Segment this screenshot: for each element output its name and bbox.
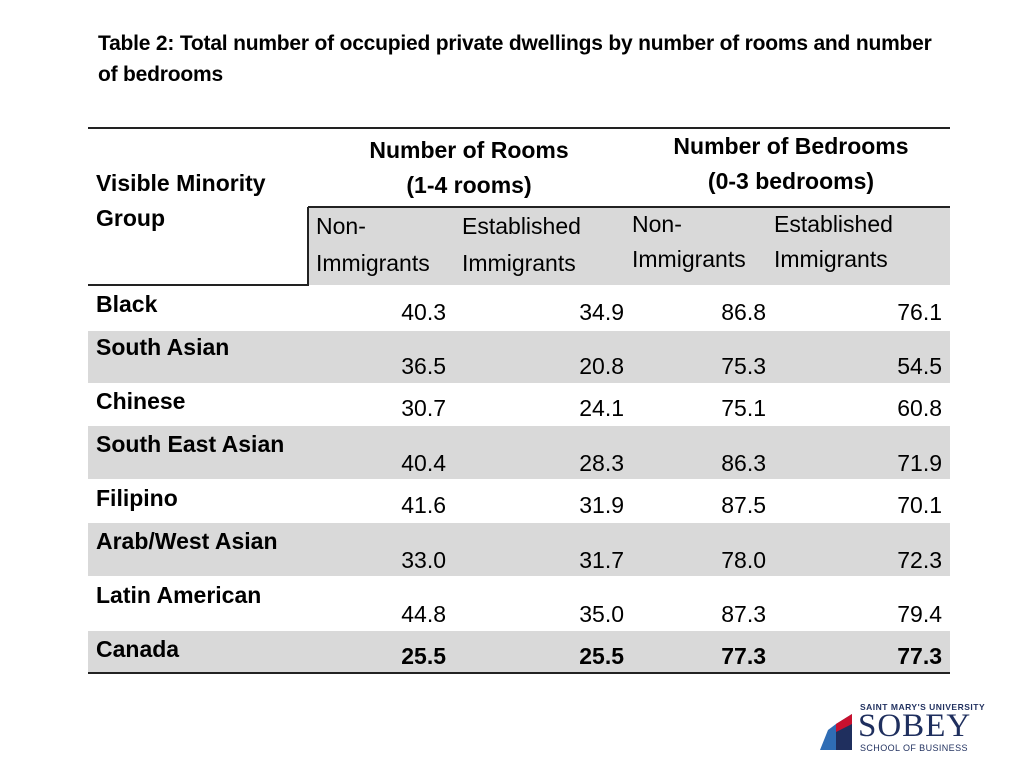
cell-value: 72.3 — [897, 547, 942, 573]
group-header-line2: Group — [96, 205, 165, 231]
cell-value: 76.1 — [897, 299, 942, 325]
subheader-line2: Immigrants — [316, 250, 430, 276]
cell-value: 79.4 — [897, 601, 942, 627]
group-header: Visible Minority Group — [96, 166, 266, 236]
subheader-line1: Non- — [632, 211, 682, 237]
cell-value: 31.7 — [579, 547, 624, 573]
rooms-header: Number of Rooms (1-4 rooms) — [338, 133, 600, 203]
cell-value: 41.6 — [401, 492, 446, 518]
rooms-header-line1: Number of Rooms — [369, 137, 569, 163]
cell-value: 75.1 — [721, 395, 766, 421]
cell-value: 87.3 — [721, 601, 766, 627]
bedrooms-non-immigrants-header: Non- Immigrants — [632, 207, 746, 277]
rooms-established-header: Established Immigrants — [462, 208, 581, 282]
cell-value: 36.5 — [401, 353, 446, 379]
row-group-label: Chinese — [96, 388, 186, 414]
header-bottom-rule — [88, 284, 308, 286]
cell-value: 28.3 — [579, 450, 624, 476]
cell-value: 77.3 — [721, 643, 766, 669]
group-header-line1: Visible Minority — [96, 170, 266, 196]
subheader-line1: Non- — [316, 213, 366, 239]
cell-value: 60.8 — [897, 395, 942, 421]
cell-value: 78.0 — [721, 547, 766, 573]
subheader-line1: Established — [462, 213, 581, 239]
bedrooms-header: Number of Bedrooms (0-3 bedrooms) — [650, 129, 932, 199]
cell-value: 24.1 — [579, 395, 624, 421]
logo-university: SAINT MARY'S UNIVERSITY — [860, 702, 986, 712]
row-group-label: Canada — [96, 636, 180, 662]
cell-value: 86.8 — [721, 299, 766, 325]
row-shade — [88, 523, 950, 576]
row-shade — [88, 426, 950, 479]
subheader-line2: Immigrants — [632, 246, 746, 272]
cell-value: 25.5 — [401, 643, 446, 669]
subheader-shade — [308, 207, 950, 285]
cell-value: 70.1 — [897, 492, 942, 518]
cell-value: 71.9 — [897, 450, 942, 476]
cell-value: 25.5 — [579, 643, 624, 669]
cell-value: 75.3 — [721, 353, 766, 379]
row-group-label: Latin American — [96, 582, 262, 608]
bottom-rule — [88, 672, 950, 674]
row-group-label: South Asian — [96, 334, 230, 360]
rooms-header-line2: (1-4 rooms) — [406, 172, 532, 198]
top-rule — [88, 127, 950, 129]
table-title: Table 2: Total number of occupied privat… — [98, 32, 932, 86]
cell-value: 20.8 — [579, 353, 624, 379]
cell-value: 34.9 — [579, 299, 624, 325]
rooms-non-immigrants-header: Non- Immigrants — [316, 208, 430, 282]
subheader-rule — [308, 206, 950, 208]
subheader-line2: Immigrants — [462, 250, 576, 276]
cell-value: 31.9 — [579, 492, 624, 518]
row-shade — [88, 331, 950, 383]
cell-value: 87.5 — [721, 492, 766, 518]
row-group-label: Filipino — [96, 485, 178, 511]
bedrooms-header-line1: Number of Bedrooms — [673, 133, 909, 159]
cell-value: 77.3 — [897, 643, 942, 669]
row-group-label: Black — [96, 291, 158, 317]
row-group-label: South East Asian — [96, 431, 285, 457]
logo-school: SCHOOL OF BUSINESS — [860, 743, 968, 753]
bedrooms-established-header: Established Immigrants — [774, 207, 893, 277]
header-divider — [307, 207, 309, 286]
row-shade — [88, 631, 950, 674]
cell-value: 40.4 — [401, 450, 446, 476]
dwellings-table: Visible Minority Group Number of Rooms (… — [88, 127, 950, 674]
cell-value: 35.0 — [579, 601, 624, 627]
sobey-mark-icon — [820, 714, 852, 750]
cell-value: 30.7 — [401, 395, 446, 421]
cell-value: 86.3 — [721, 450, 766, 476]
cell-value: 54.5 — [897, 353, 942, 379]
sobey-logo: SAINT MARY'S UNIVERSITY SOBEY SCHOOL OF … — [818, 702, 985, 754]
row-group-label: Arab/West Asian — [96, 528, 278, 554]
cell-value: 40.3 — [401, 299, 446, 325]
cell-value: 44.8 — [401, 601, 446, 627]
subheader-line1: Established — [774, 211, 893, 237]
bedrooms-header-line2: (0-3 bedrooms) — [707, 168, 875, 194]
subheader-line2: Immigrants — [774, 246, 888, 272]
cell-value: 33.0 — [401, 547, 446, 573]
logo-name: SOBEY — [858, 708, 972, 744]
